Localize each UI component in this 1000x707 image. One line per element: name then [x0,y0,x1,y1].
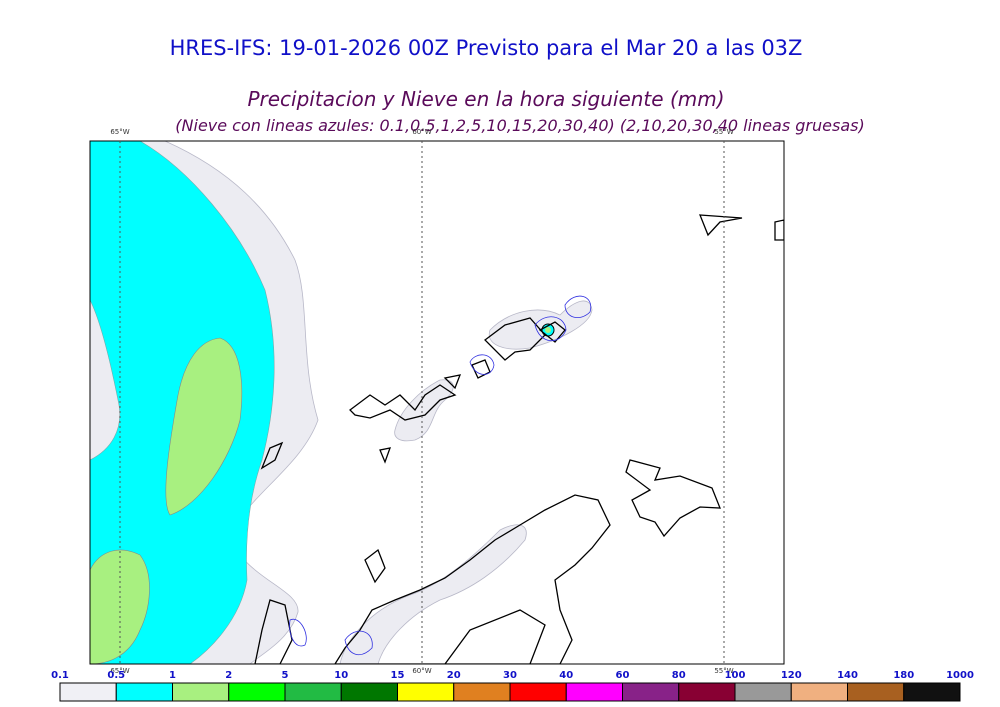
colorbar-swatch [284,682,342,702]
colorbar-swatch [59,682,117,702]
colorbar-swatch [453,682,511,702]
colorbar-swatch [397,682,455,702]
colorbar-swatch [172,682,230,702]
colorbar-label: 15 [391,670,405,681]
colorbar-label: 100 [725,670,746,681]
colorbar-label: 1 [169,670,176,681]
colorbar-swatch [734,682,792,702]
colorbar-label: 30 [503,670,517,681]
map: 65°W 60°W 55°W 65°W 60°W 55°W [89,128,785,675]
colorbar-swatch [622,682,680,702]
colorbar-label: 180 [893,670,914,681]
colorbar-label: 20 [447,670,461,681]
colorbar-swatch [115,682,173,702]
colorbar-label: 1000 [946,670,974,681]
precip-light [339,524,527,664]
lon-label: 55°W [714,128,733,136]
colorbar-label: 60 [616,670,630,681]
title: HRES-IFS: 19-01-2026 00Z Previsto para e… [170,36,803,60]
colorbar-label: 0.5 [107,670,125,681]
subtitle: Precipitacion y Nieve en la hora siguien… [247,87,724,111]
colorbar-label: 10 [334,670,348,681]
colorbar-swatch [903,682,961,702]
colorbar-label: 140 [837,670,858,681]
precip-green [165,337,243,516]
colorbar-label: 5 [282,670,289,681]
colorbar: 0.1 0.5 1 2 5 10 15 20 30 40 60 80 100 120 140 180 1000 [51,670,974,702]
snow-contour [289,295,592,656]
colorbar-label: 120 [781,670,802,681]
colorbar-label: 2 [225,670,232,681]
colorbar-swatch [678,682,736,702]
colorbar-swatch [340,682,398,702]
colorbar-swatch [565,682,623,702]
colorbar-swatch [228,682,286,702]
colorbar-label: 0.1 [51,670,69,681]
map-frame [89,140,785,665]
colorbar-label: 80 [672,670,686,681]
coastline [254,214,784,664]
note: (Nieve con lineas azules: 0.1,0.5,1,2,5,… [175,116,864,135]
colorbar-swatch [509,682,567,702]
lon-label: 65°W [110,128,129,136]
precip-light [394,379,454,442]
colorbar-label: 40 [559,670,573,681]
lon-label: 65°W [110,667,129,675]
precip-light [488,300,593,350]
precip-spot [545,327,551,333]
lon-label: 60°W [412,667,431,675]
lon-label: 60°W [412,128,431,136]
lon-label: 55°W [714,667,733,675]
colorbar-swatch [847,682,905,702]
colorbar-swatch [790,682,848,702]
